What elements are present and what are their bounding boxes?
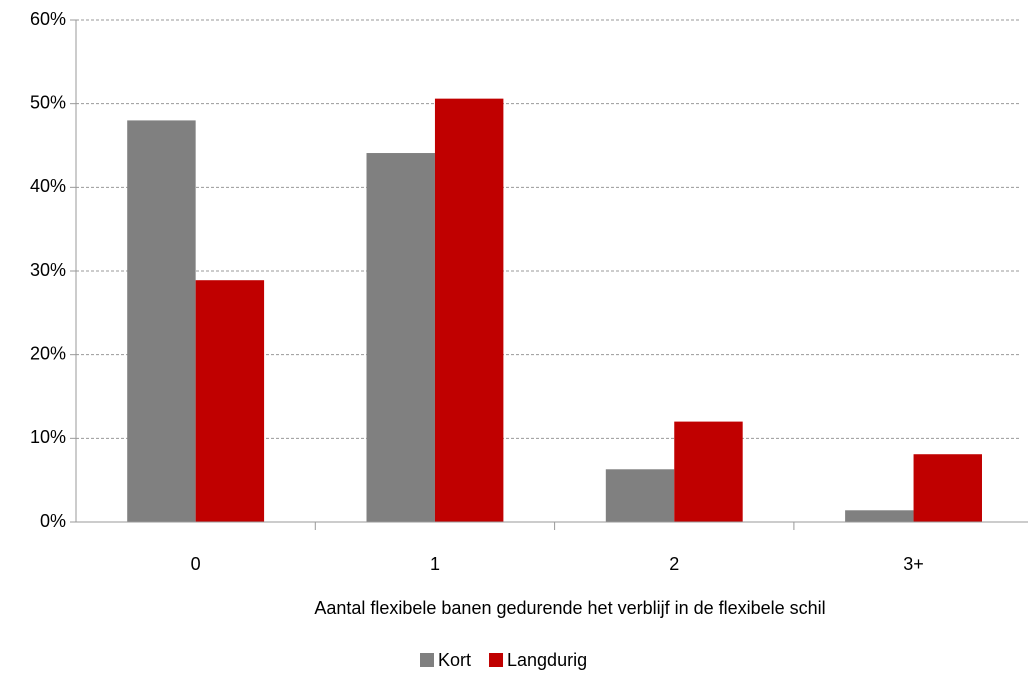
bar [434,98,504,522]
x-tick-label: 1 [430,554,440,574]
x-tick-label: 0 [191,554,201,574]
y-tick-label: 30% [30,260,66,280]
bar [605,469,675,522]
bar [913,454,982,522]
y-tick-label: 60% [30,9,66,29]
x-tick-label: 3+ [903,554,924,574]
y-tick-label: 20% [30,343,66,363]
legend-swatch [420,653,434,667]
bar [366,153,435,522]
bar [195,280,265,522]
y-tick-label: 10% [30,427,66,447]
y-tick-label: 40% [30,176,66,196]
bar [845,510,914,522]
bar [674,421,743,522]
x-axis-label: Aantal flexibele banen gedurende het ver… [314,598,825,618]
legend-swatch [489,653,504,667]
bar [127,120,196,523]
y-tick-label: 0% [40,511,66,531]
x-tick-label: 2 [669,554,679,574]
legend-label: Langdurig [507,650,587,670]
legend-label: Kort [438,650,471,670]
y-tick-label: 50% [30,92,66,112]
